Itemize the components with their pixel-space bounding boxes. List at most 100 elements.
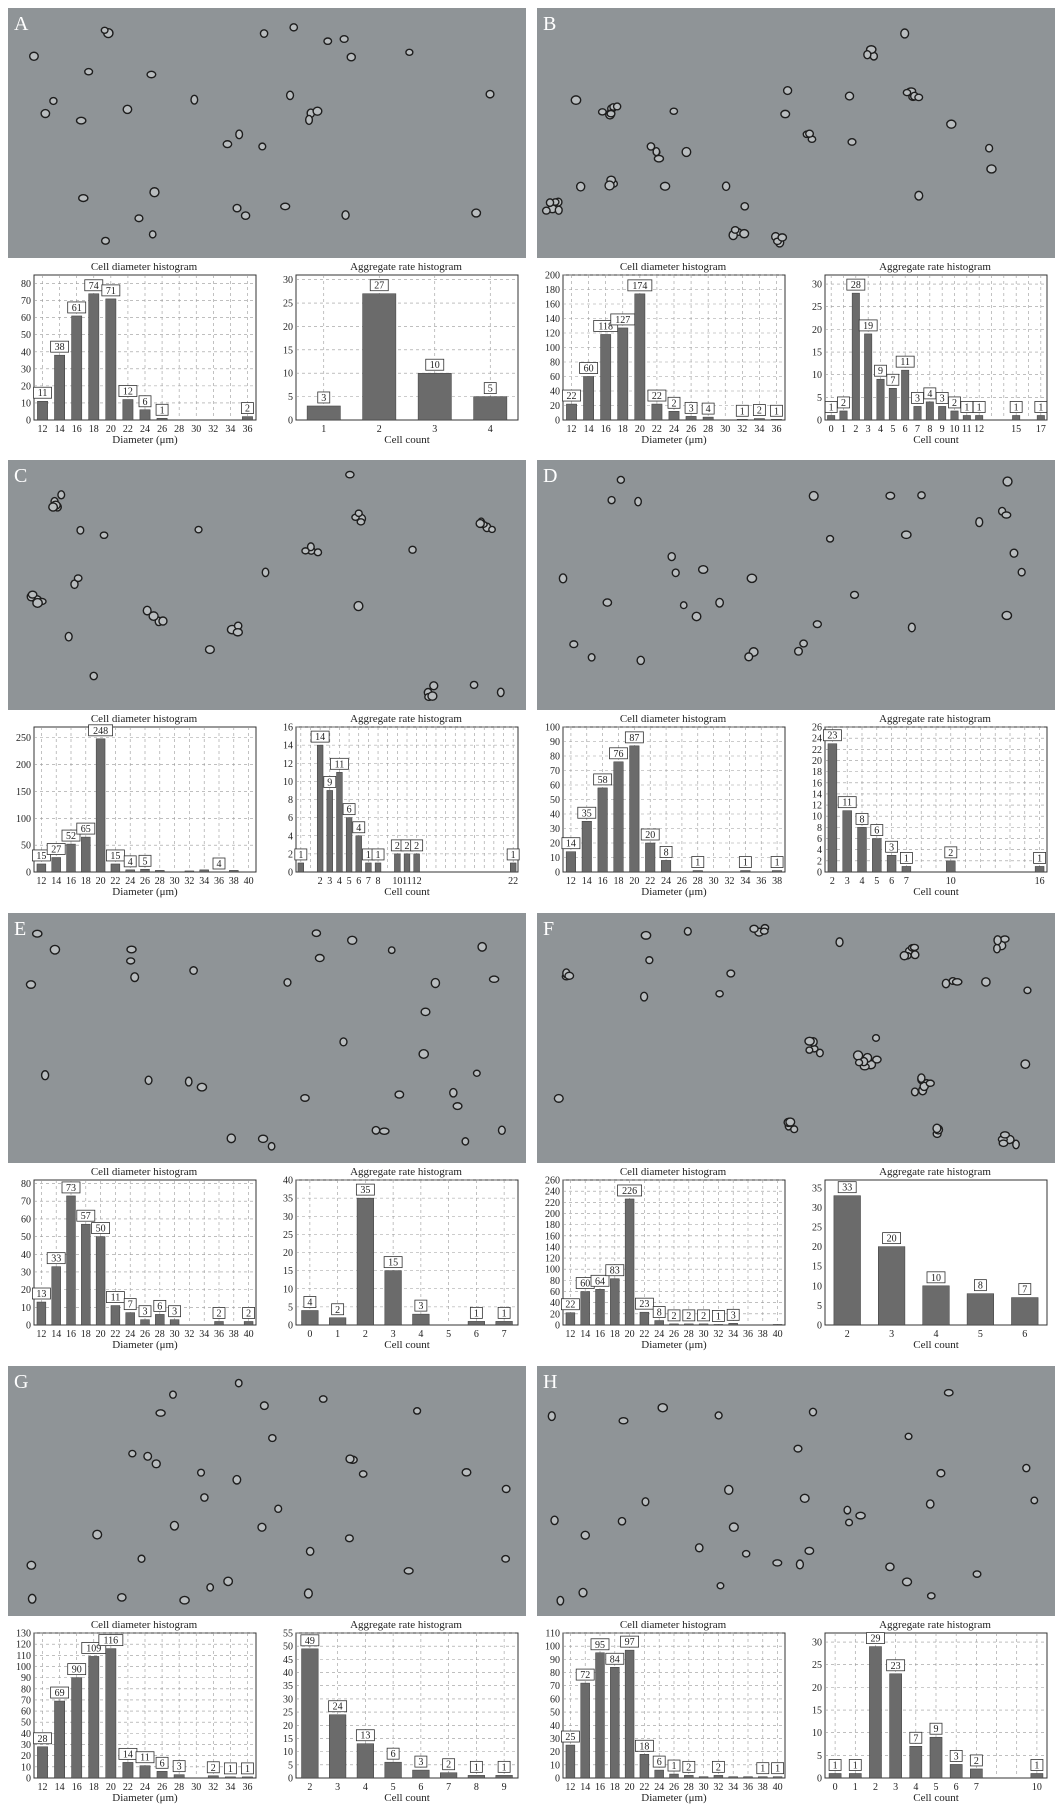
data-label: 11: [140, 1753, 150, 1764]
data-label: 90: [72, 1665, 82, 1676]
cell: [641, 1497, 650, 1507]
x-tick-label: 16: [595, 1329, 605, 1340]
bar: [51, 1266, 61, 1326]
cell: [184, 1076, 193, 1087]
cell: [844, 91, 855, 101]
cell: [730, 226, 740, 234]
bar: [362, 293, 397, 421]
data-label-box: [926, 1271, 946, 1284]
data-label: 2: [672, 398, 677, 409]
x-tick-label: 5: [446, 1329, 451, 1340]
bar: [329, 1317, 347, 1326]
bar: [413, 853, 420, 873]
data-label-box: [67, 301, 87, 314]
cell: [854, 1058, 864, 1067]
data-label: 28: [851, 280, 861, 291]
bar: [81, 1223, 91, 1326]
x-tick-label: 7: [502, 1329, 507, 1340]
y-tick-label: 5: [288, 392, 293, 403]
x-tick-label: 34: [728, 1782, 738, 1793]
y-tick-label: 0: [555, 416, 560, 427]
data-label: 23: [639, 1299, 649, 1310]
bar: [301, 1648, 319, 1779]
y-tick-label: 90: [550, 1655, 560, 1666]
x-axis-label: Cell count: [384, 1792, 430, 1804]
data-label: 1: [964, 402, 969, 413]
cell: [545, 198, 555, 208]
aggregate-histogram: Aggregate rate histogram0246810121416182…: [812, 713, 1048, 898]
cell: [345, 1454, 355, 1464]
y-tick-label: 60: [550, 1287, 560, 1298]
data-label: 2: [974, 1756, 979, 1767]
data-label: 9: [934, 1724, 939, 1735]
cell: [485, 89, 495, 99]
bar: [365, 862, 372, 873]
x-tick-label: 2: [307, 1782, 312, 1793]
data-label-box: [590, 1274, 610, 1287]
x-tick-label: 10: [1032, 1782, 1042, 1793]
cell: [78, 193, 89, 203]
data-label: 72: [580, 1670, 590, 1681]
data-label-box: [885, 840, 898, 853]
data-label-box: [442, 1758, 456, 1771]
x-tick-label: 24: [654, 1329, 664, 1340]
data-label-box: [561, 1298, 580, 1311]
cell: [472, 1069, 481, 1077]
x-tick-label: 18: [610, 1782, 620, 1793]
data-label: 1: [977, 402, 982, 413]
data-label-box: [91, 1222, 110, 1234]
cell: [777, 233, 788, 242]
bar: [851, 292, 860, 421]
x-tick-label: 14: [580, 1329, 590, 1340]
cell: [541, 206, 551, 215]
data-label-box: [135, 1751, 155, 1764]
bar: [36, 863, 47, 873]
cell: [27, 1593, 37, 1604]
cell: [126, 945, 137, 954]
cell: [283, 978, 292, 987]
y-tick-label: 22: [812, 745, 822, 756]
data-label-box: [212, 1307, 226, 1319]
cell: [914, 93, 924, 102]
y-tick-label: 30: [550, 824, 560, 835]
data-label: 71: [106, 286, 116, 297]
data-label-box: [712, 1760, 725, 1773]
chart-title: Cell diameter histogram: [620, 261, 727, 273]
data-label: 23: [891, 1661, 901, 1672]
bar: [962, 415, 971, 421]
data-label-box: [620, 1635, 639, 1648]
x-tick-label: 30: [709, 876, 719, 887]
cell: [144, 1075, 153, 1086]
x-tick-label: 0: [829, 424, 834, 435]
y-tick-label: 20: [812, 1683, 822, 1694]
x-tick-label: 12: [38, 1782, 48, 1793]
x-tick-label: 6: [903, 424, 908, 435]
bar: [155, 870, 165, 873]
data-label-box: [76, 1209, 96, 1222]
cell: [314, 953, 325, 963]
x-tick-label: 20: [635, 424, 645, 435]
bar: [122, 1762, 134, 1779]
cell: [358, 1470, 368, 1478]
cell: [554, 205, 563, 215]
cell: [25, 980, 37, 989]
data-label: 11: [900, 357, 910, 368]
cell: [100, 26, 109, 35]
bar: [876, 378, 885, 421]
cell: [49, 944, 61, 955]
x-tick-label: 14: [582, 876, 592, 887]
y-tick-label: 15: [812, 1262, 822, 1273]
data-label-box: [682, 1760, 696, 1773]
x-tick-label: 22: [123, 1782, 133, 1793]
cell: [394, 1090, 405, 1099]
data-label: 97: [625, 1637, 635, 1648]
cell: [871, 1034, 881, 1042]
y-tick-label: 18: [812, 767, 822, 778]
data-label: 3: [940, 393, 945, 404]
data-label: 2: [841, 398, 846, 409]
y-tick-label: 100: [545, 1642, 560, 1653]
y-tick-label: 25: [283, 1708, 293, 1719]
x-tick-label: 3: [335, 1782, 340, 1793]
